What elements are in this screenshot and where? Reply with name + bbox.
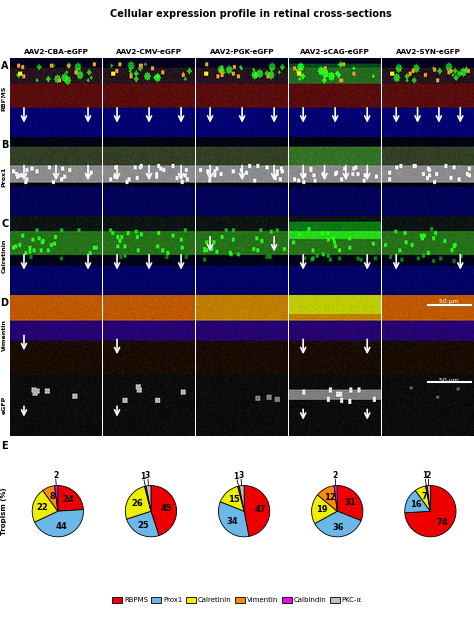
Text: RBPMS: RBPMS bbox=[2, 85, 7, 110]
Text: 50 μm: 50 μm bbox=[439, 378, 459, 383]
Text: Calretinin: Calretinin bbox=[2, 239, 7, 273]
Text: 1: 1 bbox=[422, 471, 428, 480]
Text: 50 μm: 50 μm bbox=[439, 299, 459, 304]
Text: D: D bbox=[0, 298, 9, 308]
Text: Cellular expression profile in retinal cross-sections: Cellular expression profile in retinal c… bbox=[110, 9, 392, 19]
Text: 2: 2 bbox=[332, 471, 337, 480]
Text: 3: 3 bbox=[145, 471, 150, 480]
Text: GCL: GCL bbox=[0, 122, 7, 126]
Wedge shape bbox=[315, 511, 361, 537]
Wedge shape bbox=[239, 486, 244, 511]
Wedge shape bbox=[405, 491, 430, 513]
Text: C: C bbox=[1, 219, 9, 229]
Text: 22: 22 bbox=[36, 503, 48, 511]
Text: 36: 36 bbox=[332, 523, 344, 532]
Text: INL: INL bbox=[0, 97, 7, 102]
Text: E: E bbox=[1, 441, 8, 450]
Text: 2: 2 bbox=[53, 471, 58, 480]
Text: 34: 34 bbox=[226, 517, 237, 526]
Wedge shape bbox=[146, 486, 151, 511]
Text: 25: 25 bbox=[138, 521, 150, 530]
Text: AAV2-SYN-eGFP: AAV2-SYN-eGFP bbox=[396, 49, 461, 55]
Wedge shape bbox=[145, 486, 151, 511]
Wedge shape bbox=[337, 486, 363, 521]
Text: B: B bbox=[1, 140, 9, 150]
Text: 31: 31 bbox=[345, 498, 356, 507]
Text: 3: 3 bbox=[238, 471, 243, 480]
Wedge shape bbox=[244, 486, 270, 536]
Text: AAV2-PGK-eGFP: AAV2-PGK-eGFP bbox=[210, 49, 274, 55]
Text: AAV2-sCAG-eGFP: AAV2-sCAG-eGFP bbox=[301, 49, 370, 55]
Text: 15: 15 bbox=[228, 495, 239, 503]
Wedge shape bbox=[125, 486, 151, 519]
Wedge shape bbox=[426, 486, 430, 511]
Text: 1: 1 bbox=[140, 471, 146, 481]
Text: AAV2-CMV-eGFP: AAV2-CMV-eGFP bbox=[116, 49, 182, 55]
Text: 2: 2 bbox=[426, 471, 431, 480]
Text: 12: 12 bbox=[324, 493, 336, 502]
Wedge shape bbox=[238, 486, 244, 511]
Text: Vimentin: Vimentin bbox=[2, 319, 7, 351]
Text: ONL: ONL bbox=[0, 72, 7, 77]
Text: 7: 7 bbox=[421, 492, 427, 501]
Text: Prox1: Prox1 bbox=[2, 167, 7, 187]
Legend: RBPMS, Prox1, Calretinin, Vimentin, Calbindin, PKC-α: RBPMS, Prox1, Calretinin, Vimentin, Calb… bbox=[111, 596, 363, 604]
Text: A: A bbox=[1, 60, 9, 71]
Wedge shape bbox=[334, 486, 337, 511]
Wedge shape bbox=[43, 486, 58, 511]
Wedge shape bbox=[35, 510, 83, 537]
Wedge shape bbox=[311, 495, 337, 524]
Wedge shape bbox=[55, 486, 58, 511]
Wedge shape bbox=[219, 502, 249, 537]
Text: 26: 26 bbox=[131, 499, 143, 508]
Text: 24: 24 bbox=[63, 495, 74, 504]
Text: 74: 74 bbox=[436, 518, 448, 526]
Text: 8: 8 bbox=[49, 492, 55, 501]
Wedge shape bbox=[220, 486, 244, 511]
Text: 45: 45 bbox=[161, 504, 173, 513]
Text: 47: 47 bbox=[254, 505, 266, 514]
Wedge shape bbox=[58, 486, 83, 511]
Wedge shape bbox=[427, 486, 430, 511]
Text: eGFP: eGFP bbox=[2, 396, 7, 415]
Text: Tropism (%): Tropism (%) bbox=[1, 487, 7, 535]
Text: AAV2-CBA-eGFP: AAV2-CBA-eGFP bbox=[24, 49, 89, 55]
Wedge shape bbox=[318, 486, 337, 511]
Text: 44: 44 bbox=[56, 522, 68, 531]
Text: 1: 1 bbox=[234, 471, 239, 481]
Wedge shape bbox=[415, 486, 430, 511]
Wedge shape bbox=[151, 486, 177, 536]
Wedge shape bbox=[405, 486, 456, 537]
Text: 19: 19 bbox=[316, 505, 327, 514]
Wedge shape bbox=[127, 511, 159, 537]
Text: 16: 16 bbox=[410, 500, 422, 509]
Wedge shape bbox=[32, 491, 58, 522]
